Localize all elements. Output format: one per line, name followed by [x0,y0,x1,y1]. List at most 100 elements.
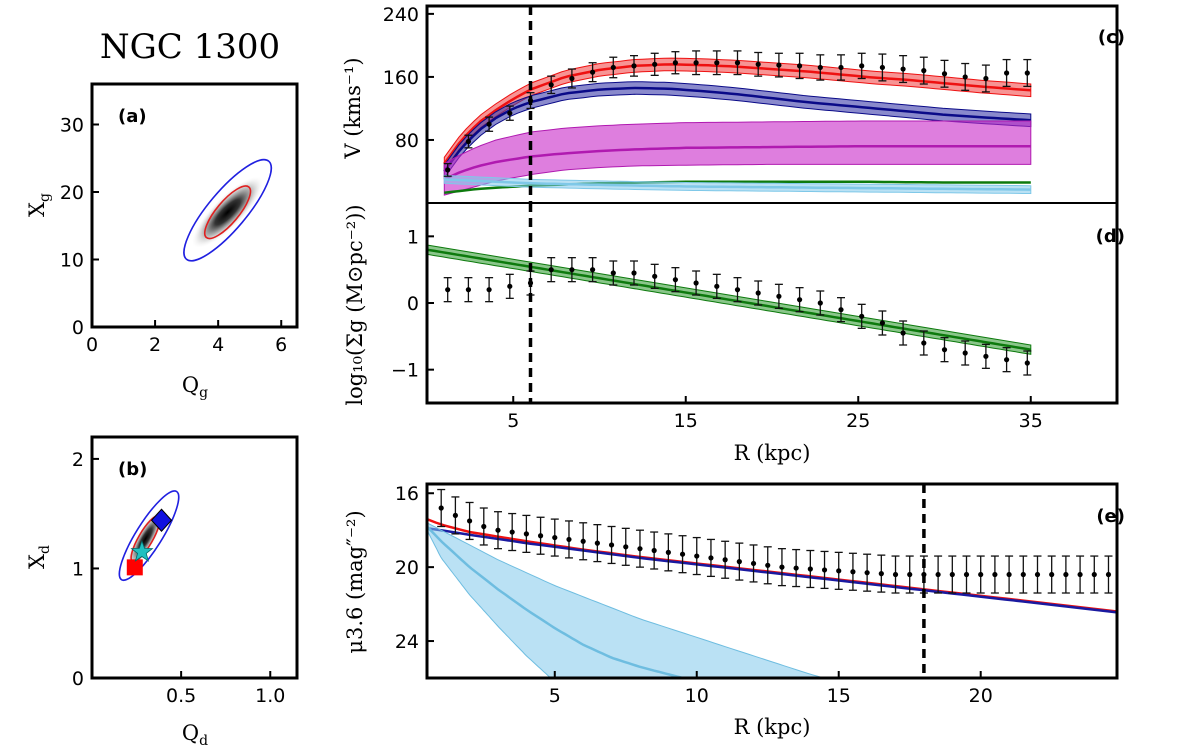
data-point [610,64,616,71]
data-point [755,290,761,296]
data-point [495,527,501,533]
panel-e: 5 10 15 20 16 20 24 (e) μ3.6 (mag″⁻²) R (kpc) [343,482,1125,739]
xtick-label: 5 [507,410,519,432]
data-point [548,267,554,273]
data-point [892,571,899,578]
ytick-label: 240 [383,4,419,26]
data-point [486,287,492,293]
ytick-label: 160 [383,67,419,89]
ytick-label: 20 [60,182,84,204]
panel-d-label: (d) [1096,226,1125,247]
data-point [776,62,782,68]
panel-e-ticks: 5 10 15 20 16 20 24 [395,483,993,707]
data-point [992,571,998,578]
data-point [793,565,799,571]
data-point [736,559,742,565]
outer-contour [183,158,273,262]
ytick-label: 20 [395,557,419,579]
ytick-label: 1 [407,226,419,248]
density-cloud [192,176,264,248]
cyan-star-marker [130,539,154,562]
panel-c: 80 160 240 (c) V (kms⁻¹) [341,4,1125,203]
data-point [850,569,856,575]
data-point [445,167,451,173]
data-point [734,60,741,66]
data-point [509,529,515,535]
data-point [817,64,823,71]
data-point [594,540,600,546]
data-point [507,110,513,116]
panel-e-frame [425,482,1119,680]
ytick-label: 30 [60,115,84,137]
data-point [438,505,444,511]
xtick-label: 5 [549,685,561,707]
panel-b-plot-area [118,490,180,582]
xtick-label: 25 [846,410,870,432]
panel-d-ticks: 5 15 25 35 −1 0 1 [391,226,1043,432]
data-point [608,542,615,548]
xtick-label: 4 [212,334,224,356]
data-point [879,320,886,326]
panel-a-ylabel: Xg [25,193,53,217]
gas-model-line [427,248,1032,351]
panel-a-plot-area [183,158,273,262]
data-point [765,562,771,568]
data-point [651,547,657,554]
data-point [466,518,473,524]
panel-d: 5 15 25 35 −1 0 1 (d) log₁₀(Σg (M⊙pc⁻²)) R (kp… [343,203,1125,465]
data-point [921,340,927,346]
data-point [580,538,586,544]
panel-b: 0.5 1.0 0 1 2 (b) Qd Xd [25,435,299,749]
panel-a-label: (a) [118,106,147,127]
data-point [900,66,906,72]
data-point [1006,571,1012,578]
data-point [652,273,658,279]
dark-matter-band [443,120,1032,196]
panel-e-plot-area [427,484,1117,678]
inner-contour [203,185,252,240]
data-point [817,300,823,306]
stellar-line [443,86,1031,173]
data-point [679,551,686,557]
data-point [755,61,761,67]
ytick-label: 10 [60,250,84,272]
data-point [1049,571,1055,578]
ytick-label: 0 [72,317,84,339]
data-point [552,534,558,541]
data-point [1105,571,1112,578]
ytick-label: 24 [395,631,419,653]
data-point [652,61,658,67]
data-point [776,293,782,299]
data-point [836,568,842,574]
data-point [978,571,984,578]
panel-e-label: (e) [1096,506,1125,527]
data-point [566,536,572,543]
data-point [465,287,471,293]
data-point [1004,357,1010,363]
ytick-label: 0 [72,668,84,690]
data-point [750,560,757,567]
panel-a-xlabel: Qg [182,373,208,401]
data-point [631,270,637,276]
panel-d-ylabel: log₁₀(Σg (M⊙pc⁻²)) [343,204,367,405]
density-core [192,176,264,248]
panel-cd-frame [425,4,1119,405]
panel-e-xlabel: R (kpc) [734,715,811,739]
bulge-line [444,178,1031,191]
data-point [631,63,637,69]
bulge-line [427,525,688,678]
data-point [878,571,884,577]
ytick-label: 2 [72,449,84,471]
panel-a: 0 2 4 6 0 10 20 30 (a) Qg Xg [25,82,299,401]
data-point [714,283,720,289]
panel-b-ylabel: Xd [25,545,53,569]
data-point [907,571,913,578]
panel-c-ylabel: V (kms⁻¹) [341,57,365,159]
data-point [962,350,968,356]
ytick-label: 1 [72,558,84,580]
xtick-label: 20 [969,685,993,707]
data-point [1063,571,1069,578]
data-point [623,544,629,550]
panel-a-ticks: 0 2 4 6 0 10 20 30 [60,115,287,357]
